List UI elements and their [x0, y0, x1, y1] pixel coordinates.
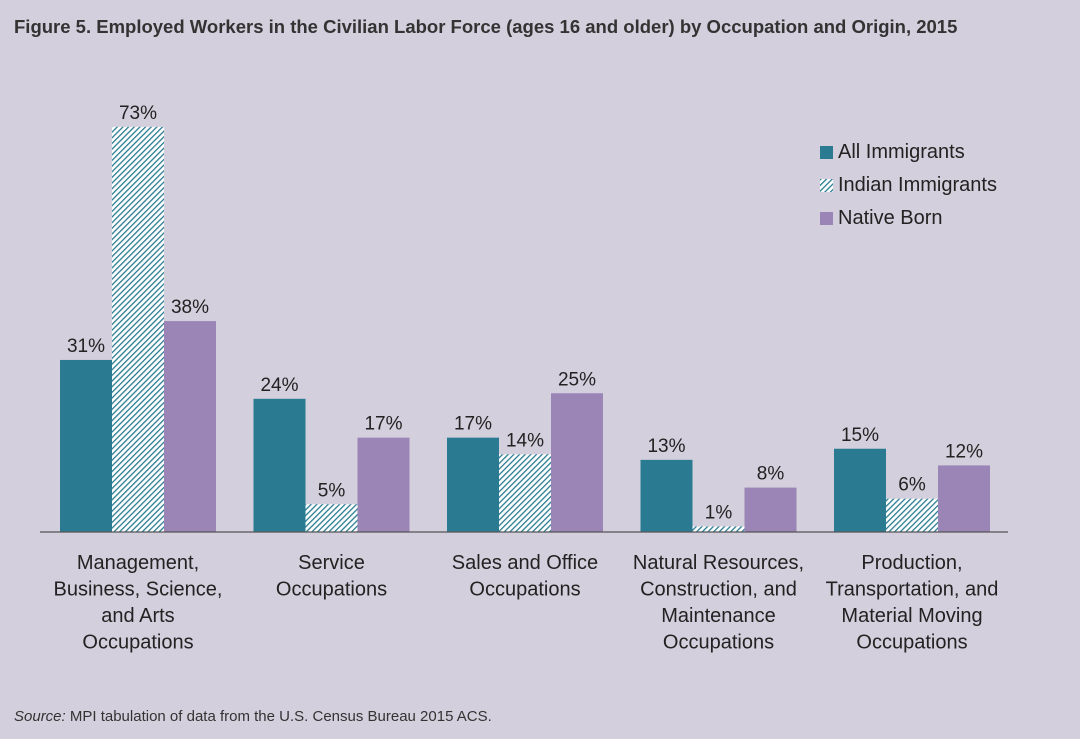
- bar-native-born-2: [551, 393, 603, 532]
- category-label-4-line-3: Occupations: [856, 632, 967, 654]
- data-label-all-immigrants-3: 13%: [647, 436, 685, 457]
- data-label-indian-immigrants-0: 73%: [119, 103, 157, 124]
- bar-native-born-0: [164, 321, 216, 532]
- data-label-all-immigrants-4: 15%: [841, 425, 879, 446]
- data-label-native-born-1: 17%: [364, 414, 402, 435]
- legend-label-native-born: Native Born: [838, 207, 943, 229]
- bar-indian-immigrants-4: [886, 498, 938, 532]
- data-label-indian-immigrants-4: 6%: [898, 475, 926, 496]
- category-label-3-line-2: Maintenance: [661, 605, 776, 627]
- bar-all-immigrants-4: [834, 448, 886, 532]
- data-label-all-immigrants-1: 24%: [260, 375, 298, 396]
- bar-all-immigrants-2: [447, 437, 499, 532]
- category-label-4-line-0: Production,: [861, 552, 962, 574]
- data-label-indian-immigrants-1: 5%: [318, 480, 346, 501]
- category-label-3-line-1: Construction, and: [640, 579, 797, 601]
- data-label-native-born-2: 25%: [558, 369, 596, 390]
- category-label-2: Sales and Office Occupations: [452, 552, 598, 601]
- legend-item-indian-immigrants: Indian Immigrants: [820, 169, 997, 202]
- bar-indian-immigrants-3: [692, 526, 745, 532]
- bar-all-immigrants-1: [253, 398, 306, 532]
- chart-legend: All Immigrants Indian Immigrants Native …: [820, 136, 997, 235]
- category-label-0-line-0: Management,: [77, 552, 199, 574]
- legend-item-native-born: Native Born: [820, 202, 997, 235]
- bar-indian-immigrants-2: [499, 454, 551, 532]
- data-label-indian-immigrants-3: 1%: [705, 502, 733, 523]
- category-label-1: Service Occupations: [276, 552, 387, 601]
- category-label-3-line-0: Natural Resources,: [633, 552, 804, 574]
- bar-indian-immigrants-0: [112, 126, 164, 532]
- category-label-4-line-2: Material Moving: [841, 605, 982, 627]
- bars-layer: [60, 126, 990, 532]
- category-label-3: Natural Resources, Construction, and Maint…: [633, 552, 804, 654]
- data-label-native-born-4: 12%: [945, 441, 983, 462]
- data-label-indian-immigrants-2: 14%: [506, 430, 544, 451]
- bar-all-immigrants-3: [640, 459, 693, 532]
- legend-swatch-indian-immigrants: [820, 179, 833, 192]
- labels-layer: 31% 73% 38% Management, Business, Science, an…: [54, 103, 999, 654]
- category-label-1-line-1: Occupations: [276, 579, 387, 601]
- category-label-4-line-1: Transportation, and: [826, 579, 999, 601]
- bar-native-born-1: [357, 437, 410, 532]
- data-label-all-immigrants-2: 17%: [454, 414, 492, 435]
- figure-title: Figure 5. Employed Workers in the Civili…: [14, 16, 958, 37]
- legend-label-indian-immigrants: Indian Immigrants: [838, 174, 997, 196]
- bar-indian-immigrants-1: [305, 504, 358, 532]
- data-label-all-immigrants-0: 31%: [67, 336, 105, 357]
- bar-native-born-3: [744, 487, 797, 532]
- legend-label-all-immigrants: All Immigrants: [838, 141, 965, 163]
- bar-chart: 31% 73% 38% Management, Business, Science, an…: [40, 103, 1008, 654]
- legend-swatch-native-born: [820, 212, 833, 225]
- data-label-native-born-3: 8%: [757, 464, 785, 485]
- category-label-0-line-1: Business, Science,: [54, 579, 223, 601]
- category-label-0: Management, Business, Science, and Arts Occ…: [54, 552, 223, 654]
- legend-item-all-immigrants: All Immigrants: [820, 136, 997, 169]
- category-label-4: Production, Transportation, and Material M…: [826, 552, 999, 654]
- category-label-1-line-0: Service: [298, 552, 365, 574]
- legend-swatch-all-immigrants: [820, 146, 833, 159]
- bar-all-immigrants-0: [60, 359, 112, 532]
- source-note: Source: MPI tabulation of data from the …: [14, 708, 492, 725]
- category-label-2-line-0: Sales and Office: [452, 552, 598, 574]
- category-label-0-line-2: and Arts: [101, 605, 174, 627]
- category-label-3-line-3: Occupations: [663, 632, 774, 654]
- data-label-native-born-0: 38%: [171, 297, 209, 318]
- source-label: Source:: [14, 708, 66, 725]
- bar-native-born-4: [938, 465, 990, 532]
- category-label-0-line-3: Occupations: [82, 632, 193, 654]
- category-label-2-line-1: Occupations: [469, 579, 580, 601]
- source-text: MPI tabulation of data from the U.S. Cen…: [65, 708, 492, 725]
